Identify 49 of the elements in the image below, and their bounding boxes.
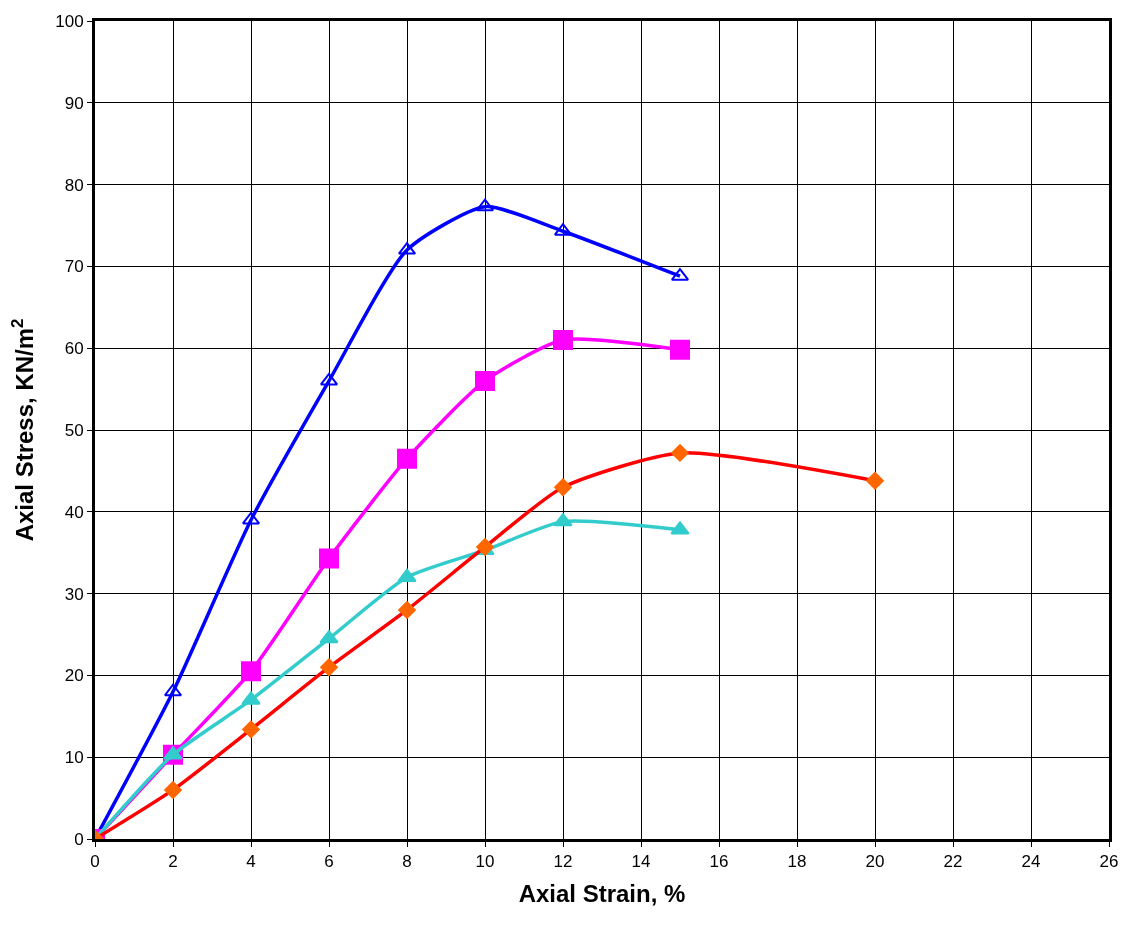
x-tick-label: 8	[402, 852, 412, 872]
y-tick-label: 30	[64, 584, 84, 604]
x-tick-label: 4	[246, 852, 256, 872]
point	[241, 661, 261, 682]
point	[397, 448, 417, 469]
point	[553, 513, 573, 527]
point	[866, 471, 884, 490]
point	[398, 601, 416, 619]
x-tick-label: 14	[631, 852, 651, 872]
point	[242, 720, 260, 739]
x-tick-label: 10	[475, 852, 495, 872]
x-axis-title: Axial Strain, %	[518, 879, 686, 907]
y-tick-label: 60	[64, 339, 84, 359]
x-tick-label: 12	[553, 852, 573, 872]
point	[670, 521, 690, 535]
x-tick-label: 18	[787, 852, 807, 872]
x-tick-label: 22	[943, 852, 963, 872]
point	[670, 339, 690, 360]
y-tick-label: 80	[64, 175, 84, 195]
y-tick-label: 10	[64, 748, 84, 768]
point	[164, 781, 182, 799]
y-tick-label: 50	[64, 420, 84, 440]
point	[163, 746, 183, 760]
point	[553, 330, 573, 351]
point	[319, 548, 339, 569]
point	[397, 568, 417, 582]
x-tick-label: 26	[1099, 852, 1119, 872]
point	[241, 511, 261, 525]
point	[319, 372, 339, 386]
point	[671, 444, 689, 462]
x-tick-label: 20	[865, 852, 885, 872]
y-tick-label: 70	[64, 257, 84, 277]
point	[475, 370, 495, 391]
x-tick-label: 2	[168, 852, 178, 872]
point	[320, 658, 338, 677]
point	[241, 691, 261, 705]
x-tick-label: 24	[1021, 852, 1041, 872]
point	[554, 478, 572, 497]
y-tick-label: 20	[64, 666, 84, 686]
x-tick-label: 6	[324, 852, 334, 872]
point	[319, 630, 339, 644]
x-tick-label: 0	[90, 852, 100, 872]
point	[475, 198, 495, 212]
y-tick-label: 90	[64, 93, 84, 113]
point	[163, 683, 183, 697]
y-tick-label: 40	[64, 502, 84, 522]
y-tick-label: 0	[74, 829, 84, 849]
y-tick-label: 100	[55, 11, 84, 31]
x-tick-label: 16	[709, 852, 729, 872]
